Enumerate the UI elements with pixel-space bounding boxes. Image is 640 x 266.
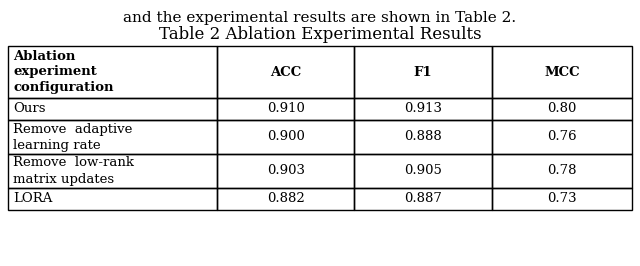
Bar xyxy=(217,154,355,188)
Text: 0.80: 0.80 xyxy=(547,102,577,115)
Text: 0.903: 0.903 xyxy=(267,164,305,177)
Text: Table 2 Ablation Experimental Results: Table 2 Ablation Experimental Results xyxy=(159,26,481,43)
Bar xyxy=(355,46,492,98)
Bar xyxy=(355,188,492,210)
Bar xyxy=(8,188,217,210)
Bar xyxy=(217,188,355,210)
Text: 0.887: 0.887 xyxy=(404,193,442,206)
Bar xyxy=(217,46,355,98)
Text: Remove  adaptive
learning rate: Remove adaptive learning rate xyxy=(13,123,132,152)
Bar xyxy=(492,98,632,120)
Text: Ablation
experiment
configuration: Ablation experiment configuration xyxy=(13,49,113,94)
Text: 0.73: 0.73 xyxy=(547,193,577,206)
Text: 0.888: 0.888 xyxy=(404,131,442,143)
Bar xyxy=(217,120,355,154)
Bar xyxy=(355,98,492,120)
Bar xyxy=(492,188,632,210)
Text: 0.900: 0.900 xyxy=(267,131,305,143)
Bar xyxy=(217,98,355,120)
Bar xyxy=(8,120,217,154)
Bar xyxy=(8,98,217,120)
Text: F1: F1 xyxy=(413,65,432,78)
Text: MCC: MCC xyxy=(544,65,580,78)
Text: 0.910: 0.910 xyxy=(267,102,305,115)
Bar xyxy=(492,120,632,154)
Bar xyxy=(355,154,492,188)
Text: 0.78: 0.78 xyxy=(547,164,577,177)
Text: 0.913: 0.913 xyxy=(404,102,442,115)
Text: 0.882: 0.882 xyxy=(267,193,305,206)
Text: Remove  low-rank
matrix updates: Remove low-rank matrix updates xyxy=(13,156,134,185)
Text: and the experimental results are shown in Table 2.: and the experimental results are shown i… xyxy=(124,11,516,25)
Text: 0.905: 0.905 xyxy=(404,164,442,177)
Bar xyxy=(355,120,492,154)
Text: ACC: ACC xyxy=(270,65,301,78)
Bar xyxy=(492,154,632,188)
Text: Ours: Ours xyxy=(13,102,45,115)
Text: 0.76: 0.76 xyxy=(547,131,577,143)
Bar xyxy=(492,46,632,98)
Bar xyxy=(8,154,217,188)
Text: LORA: LORA xyxy=(13,193,52,206)
Bar xyxy=(8,46,217,98)
